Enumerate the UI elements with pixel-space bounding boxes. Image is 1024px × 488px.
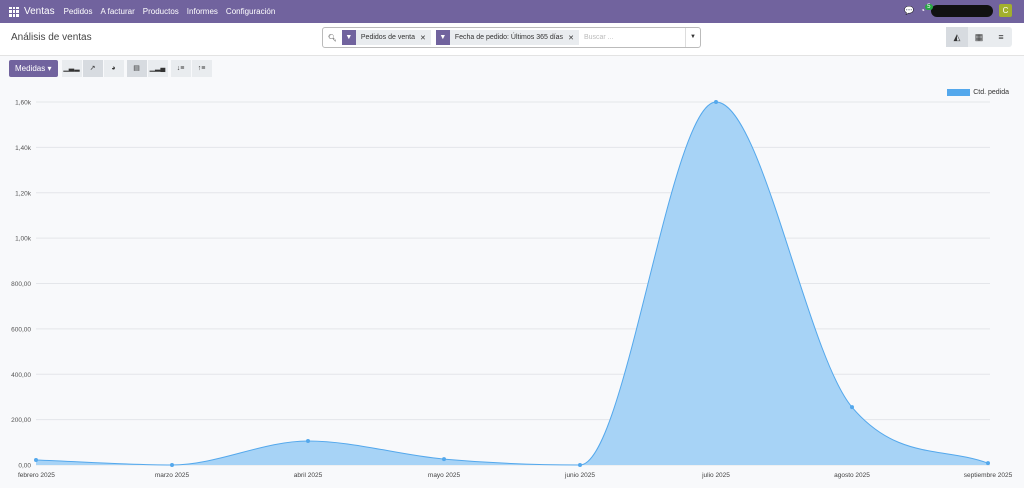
y-tick-label: 1,20k [15,190,32,197]
y-tick-label: 400,00 [11,372,31,379]
page-title: Análisis de ventas [11,32,92,43]
user-name-redacted [931,4,993,17]
search-options-toggle[interactable]: ▼ [685,28,700,47]
data-point [442,457,446,462]
stacked-button[interactable]: ▤ [126,60,147,77]
graph-view-button[interactable]: ◭ [946,27,968,47]
menu-pedidos[interactable]: Pedidos [63,7,93,16]
graph-toolbar: Medidas ▾ ▁▃▂ ↗ ◕ ▤ ▁▂▄ ↓≡ ↑≡ [9,60,212,77]
series-area [36,102,988,465]
sort-descending-button[interactable]: ↓≡ [170,60,191,77]
remove-facet-icon[interactable]: ✕ [568,34,574,42]
measures-label: Medidas [15,64,46,73]
chart-legend[interactable]: Ctd. pedida [947,89,1009,96]
x-tick-label: febrero 2025 [18,472,55,479]
line-chart-button[interactable]: ↗ [82,60,103,77]
data-point [34,458,38,463]
view-switcher: ◭ ▦ ≡ [946,27,1012,47]
y-tick-label: 200,00 [11,417,31,424]
area-chart: 0,00 200,00 400,00 600,00 800,00 1,00k 1,20k 1,… [11,100,1013,480]
search-bar: 🔍︎ ▼ Pedidos de venta ✕ ▼ Fecha de pedido: … [322,27,701,48]
control-panel: Análisis de ventas 🔍︎ ▼ Pedidos de venta ✕… [0,23,1024,56]
menu-configuracion[interactable]: Configuración [225,7,276,16]
activity-icon[interactable]: ◔ 5 [920,4,933,15]
x-tick-label: julio 2025 [701,472,730,479]
measures-dropdown[interactable]: Medidas ▾ [9,60,58,77]
facet-label: Pedidos de venta [360,34,415,41]
list-view-button[interactable]: ≡ [998,32,1004,42]
search-icon: 🔍︎ [328,34,337,42]
data-point [714,100,718,104]
x-tick-label: agosto 2025 [834,472,870,479]
filter-icon: ▼ [435,30,450,45]
data-point [850,405,854,410]
apps-menu-icon[interactable] [9,6,19,17]
x-tick-label: abril 2025 [294,472,323,479]
data-point [578,463,582,467]
sort-ascending-button[interactable]: ↑≡ [191,60,212,77]
search-input[interactable]: Buscar ... [583,34,614,41]
bar-chart-button[interactable]: ▁▃▂ [61,60,82,77]
activity-badge: 5 [925,4,933,10]
y-tick-label: 0,00 [18,463,31,470]
data-point [986,461,990,466]
y-tick-label: 800,00 [11,281,31,288]
x-tick-label: marzo 2025 [155,472,190,479]
app-name[interactable]: Ventas [24,6,55,17]
pivot-view-button[interactable]: ▦ [974,31,984,42]
top-navbar: Ventas Pedidos A facturar Productos Info… [0,0,1024,23]
cumulative-button[interactable]: ▁▂▄ [147,60,168,77]
data-point [170,463,174,467]
x-tick-label: mayo 2025 [428,472,461,479]
y-tick-label: 600,00 [11,326,31,333]
facet-fecha: ▼ Fecha de pedido: Últimos 365 días ✕ [435,30,579,45]
data-point [306,438,310,443]
x-tick-label: junio 2025 [564,472,595,479]
avatar[interactable]: C [999,4,1012,17]
y-tick-label: 1,60k [15,100,32,107]
chat-icon[interactable]: 💬 [904,6,915,15]
filter-icon: ▼ [341,30,356,45]
legend-swatch [947,89,971,96]
pie-chart-button[interactable]: ◕ [103,60,124,77]
facet-pedidos: ▼ Pedidos de venta ✕ [341,30,431,45]
series-line [35,101,989,466]
menu-productos[interactable]: Productos [142,7,179,16]
y-tick-label: 1,00k [15,236,32,243]
y-tick-label: 1,40k [15,145,32,152]
menu-a-facturar[interactable]: A facturar [100,7,135,16]
x-tick-label: septiembre 2025 [964,472,1013,479]
remove-facet-icon[interactable]: ✕ [420,34,426,42]
legend-label: Ctd. pedida [973,89,1009,96]
facet-label: Fecha de pedido: Últimos 365 días [454,34,564,41]
menu-informes[interactable]: Informes [186,7,218,16]
